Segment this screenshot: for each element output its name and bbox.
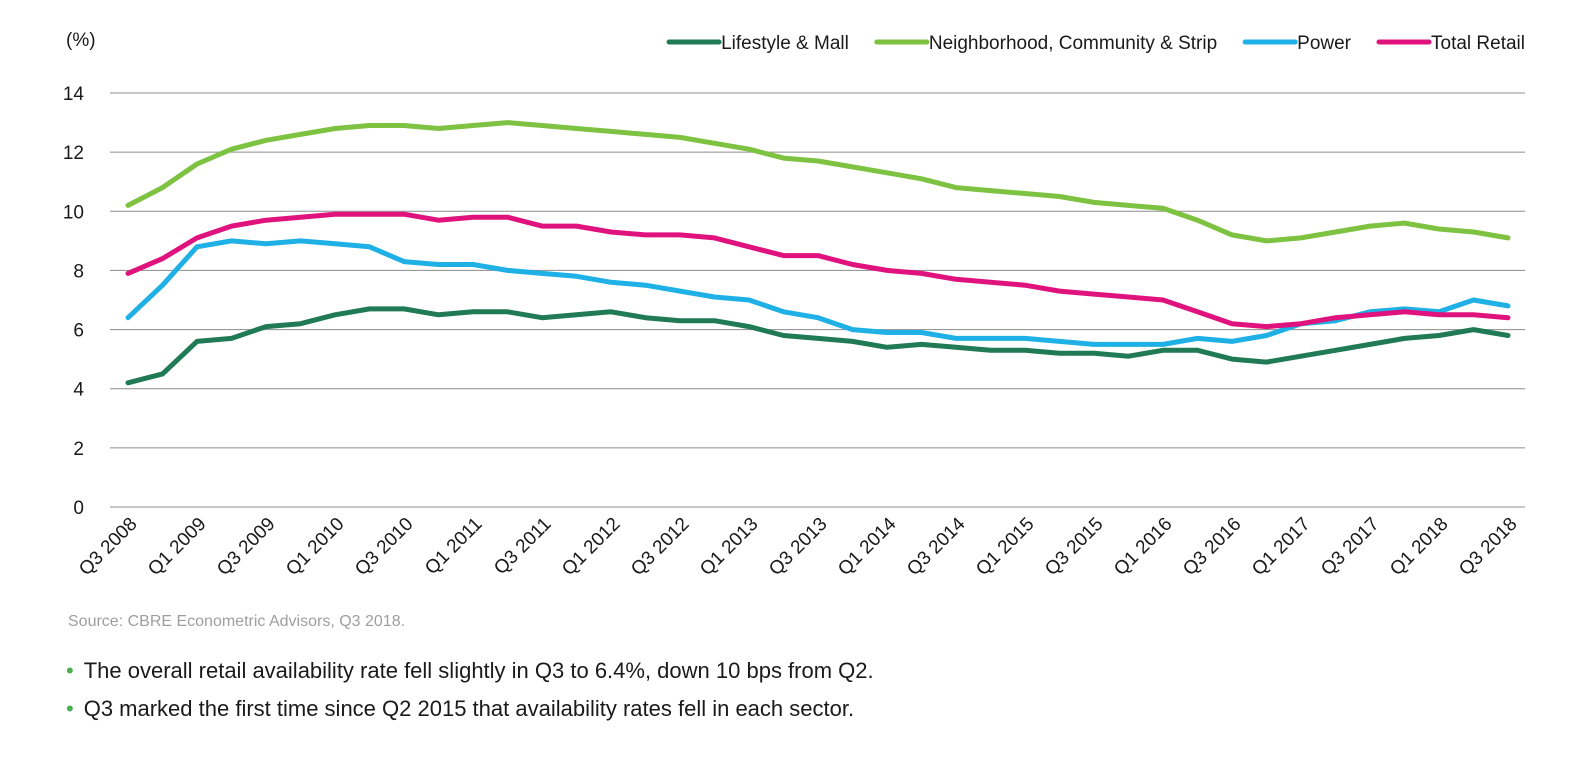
x-tick-label: Q3 2014 bbox=[903, 513, 970, 580]
legend-label: Power bbox=[1297, 33, 1352, 54]
series-line-total-retail bbox=[125, 211, 1511, 330]
y-tick-label: 2 bbox=[73, 439, 84, 460]
series-lines bbox=[125, 120, 1511, 386]
x-tick-label: Q3 2017 bbox=[1317, 514, 1383, 580]
bullet-icon: • bbox=[66, 658, 74, 683]
x-tick-label: Q3 2008 bbox=[75, 514, 141, 580]
legend-label: Neighborhood, Community & Strip bbox=[929, 33, 1217, 54]
y-tick-label: 8 bbox=[73, 261, 84, 282]
y-tick-label: 4 bbox=[73, 380, 84, 401]
x-tick-label: Q3 2009 bbox=[213, 514, 279, 580]
y-tick-label: 6 bbox=[73, 321, 84, 342]
x-tick-label: Q1 2009 bbox=[144, 514, 210, 580]
x-tick-label: Q1 2013 bbox=[696, 514, 762, 580]
y-axis-ticks: 0 2 4 6 8 10 12 14 bbox=[63, 84, 85, 519]
retail-availability-line-chart: 0 2 4 6 8 10 12 14 Q3 2008 Q1 2009 Q3 2009 Q1 2010… bbox=[63, 30, 1525, 580]
series-line-power bbox=[125, 238, 1511, 347]
x-tick-label: Q1 2016 bbox=[1110, 514, 1176, 580]
bullet-icon: • bbox=[66, 696, 74, 721]
x-tick-label: Q3 2013 bbox=[765, 514, 831, 580]
x-tick-label: Q1 2015 bbox=[972, 514, 1038, 580]
x-tick-label: Q3 2016 bbox=[1179, 514, 1245, 580]
y-tick-label: 14 bbox=[63, 84, 85, 105]
note-text: Q3 marked the first time since Q2 2015 t… bbox=[83, 696, 855, 721]
x-tick-label: Q1 2010 bbox=[282, 514, 348, 580]
bullet-notes: • The overall retail availability rate fe… bbox=[66, 658, 874, 734]
x-tick-label: Q1 2014 bbox=[834, 513, 901, 580]
x-tick-label: Q3 2015 bbox=[1041, 514, 1107, 580]
note-item: • The overall retail availability rate fe… bbox=[66, 658, 874, 696]
x-tick-label: Q3 2010 bbox=[351, 514, 417, 580]
y-tick-label: 10 bbox=[63, 202, 84, 223]
x-tick-label: Q1 2012 bbox=[558, 514, 624, 580]
legend-label: Lifestyle & Mall bbox=[721, 33, 849, 54]
x-tick-label: Q3 2011 bbox=[490, 514, 555, 579]
x-tick-label: Q3 2012 bbox=[627, 514, 693, 580]
y-axis-label: (%) bbox=[66, 30, 96, 51]
y-tick-label: 12 bbox=[63, 143, 84, 164]
note-item: • Q3 marked the first time since Q2 2015 … bbox=[66, 696, 874, 734]
note-text: The overall retail availability rate fel… bbox=[83, 658, 874, 683]
x-tick-label: Q1 2018 bbox=[1386, 514, 1452, 580]
x-tick-label: Q1 2017 bbox=[1248, 514, 1314, 580]
series-line-neighborhood-community-strip bbox=[125, 120, 1511, 244]
x-tick-label: Q1 2011 bbox=[421, 514, 486, 579]
x-axis-ticks: Q3 2008 Q1 2009 Q3 2009 Q1 2010 Q3 2010 Q1 20… bbox=[75, 513, 1521, 580]
series-line-lifestyle-mall bbox=[125, 306, 1511, 386]
x-tick-label: Q3 2018 bbox=[1455, 514, 1521, 580]
gridlines bbox=[110, 92, 1525, 508]
source-note: Source: CBRE Econometric Advisors, Q3 20… bbox=[68, 613, 406, 630]
legend: Lifestyle & Mall Neighborhood, Community … bbox=[666, 33, 1525, 54]
legend-label: Total Retail bbox=[1431, 33, 1525, 54]
y-tick-label: 0 bbox=[73, 498, 84, 519]
